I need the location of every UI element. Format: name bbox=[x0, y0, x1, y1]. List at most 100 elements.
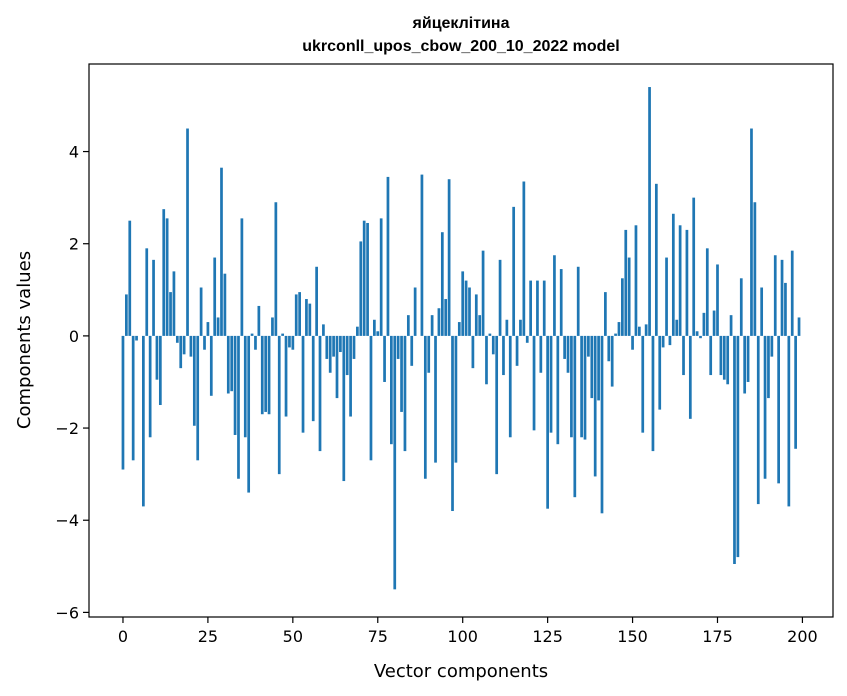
x-tick-label: 25 bbox=[198, 627, 218, 646]
bar-106 bbox=[481, 250, 485, 336]
bar-195 bbox=[784, 282, 787, 336]
bar-91 bbox=[430, 315, 434, 336]
bar-182 bbox=[739, 278, 743, 336]
bar-75 bbox=[376, 331, 380, 336]
bar-41 bbox=[260, 335, 264, 415]
bar-124 bbox=[542, 280, 546, 336]
bar-170 bbox=[699, 335, 702, 339]
bar-136 bbox=[583, 335, 587, 440]
bar-51 bbox=[294, 294, 298, 336]
bar-162 bbox=[671, 213, 675, 336]
bar-36 bbox=[243, 335, 247, 438]
bar-183 bbox=[743, 335, 747, 394]
bar-60 bbox=[325, 335, 329, 359]
bar-29 bbox=[220, 167, 223, 336]
bar-177 bbox=[722, 335, 726, 380]
bar-160 bbox=[665, 257, 668, 336]
x-tick-label: 125 bbox=[532, 627, 563, 646]
bar-152 bbox=[638, 326, 641, 336]
bar-13 bbox=[165, 218, 169, 336]
bar-21 bbox=[192, 335, 196, 426]
x-tick-label: 50 bbox=[283, 627, 303, 646]
x-axis-ticks: 0 25 50 75 100 125 150 175 200 bbox=[118, 617, 818, 646]
bar-18 bbox=[182, 335, 186, 355]
bar-23 bbox=[199, 287, 203, 336]
bar-165 bbox=[682, 335, 685, 376]
bar-96 bbox=[447, 179, 451, 336]
x-tick-label: 175 bbox=[702, 627, 733, 646]
bar-70 bbox=[359, 241, 363, 336]
bar-122 bbox=[536, 280, 539, 336]
bar-133 bbox=[573, 335, 577, 498]
bar-159 bbox=[661, 335, 665, 348]
bar-45 bbox=[274, 202, 278, 336]
bar-127 bbox=[553, 255, 556, 336]
bar-32 bbox=[230, 335, 234, 392]
bar-128 bbox=[556, 335, 560, 445]
bar-110 bbox=[495, 335, 499, 475]
bar-4 bbox=[135, 335, 138, 341]
bar-58 bbox=[318, 335, 322, 452]
bar-189 bbox=[763, 335, 767, 479]
bar-102 bbox=[468, 287, 471, 336]
bar-105 bbox=[478, 315, 482, 336]
bar-135 bbox=[580, 335, 583, 438]
bar-17 bbox=[179, 335, 183, 369]
bar-72 bbox=[366, 222, 369, 336]
bar-172 bbox=[705, 248, 709, 336]
bar-123 bbox=[539, 335, 543, 373]
y-axis-ticks: −6 −4 −2 0 2 4 bbox=[55, 143, 89, 622]
bar-47 bbox=[281, 333, 284, 336]
bar-2 bbox=[128, 220, 132, 336]
bar-169 bbox=[695, 331, 699, 336]
bar-101 bbox=[464, 280, 468, 336]
bar-89 bbox=[423, 335, 427, 479]
bar-114 bbox=[508, 335, 512, 438]
bar-108 bbox=[488, 333, 492, 336]
bar-15 bbox=[172, 271, 176, 336]
bar-0 bbox=[121, 335, 125, 470]
y-tick-label: 2 bbox=[69, 235, 79, 254]
y-tick-label: 4 bbox=[69, 143, 79, 162]
bar-55 bbox=[308, 303, 312, 336]
bar-16 bbox=[175, 335, 179, 343]
bar-24 bbox=[203, 335, 206, 350]
y-tick-label: −6 bbox=[55, 603, 79, 622]
y-tick-label: −4 bbox=[55, 511, 79, 530]
bar-46 bbox=[277, 335, 281, 475]
bar-62 bbox=[332, 335, 335, 357]
bar-88 bbox=[420, 174, 424, 336]
bar-112 bbox=[502, 335, 505, 376]
bar-191 bbox=[770, 335, 774, 357]
bar-37 bbox=[247, 335, 251, 493]
bar-120 bbox=[529, 280, 532, 336]
bar-198 bbox=[794, 335, 797, 449]
bar-71 bbox=[362, 220, 366, 336]
bar-180 bbox=[733, 335, 736, 564]
bar-168 bbox=[692, 197, 696, 336]
bar-39 bbox=[254, 335, 257, 350]
bar-196 bbox=[787, 335, 791, 507]
bar-173 bbox=[709, 335, 713, 376]
bar-20 bbox=[189, 335, 193, 357]
bar-74 bbox=[373, 319, 376, 336]
bar-185 bbox=[750, 128, 753, 336]
bar-77 bbox=[383, 335, 386, 382]
bar-27 bbox=[213, 257, 217, 336]
bar-14 bbox=[169, 292, 172, 336]
bar-3 bbox=[131, 335, 135, 461]
bar-94 bbox=[440, 232, 444, 336]
bars-group bbox=[121, 87, 801, 590]
bar-35 bbox=[240, 218, 244, 336]
bar-54 bbox=[305, 299, 308, 336]
bar-149 bbox=[627, 257, 631, 336]
bar-175 bbox=[716, 264, 719, 336]
bar-119 bbox=[525, 335, 529, 343]
bar-131 bbox=[566, 335, 570, 373]
x-tick-label: 0 bbox=[118, 627, 128, 646]
bar-97 bbox=[451, 335, 454, 512]
bar-33 bbox=[233, 335, 237, 435]
y-tick-label: −2 bbox=[55, 419, 79, 438]
bar-1 bbox=[125, 294, 128, 336]
